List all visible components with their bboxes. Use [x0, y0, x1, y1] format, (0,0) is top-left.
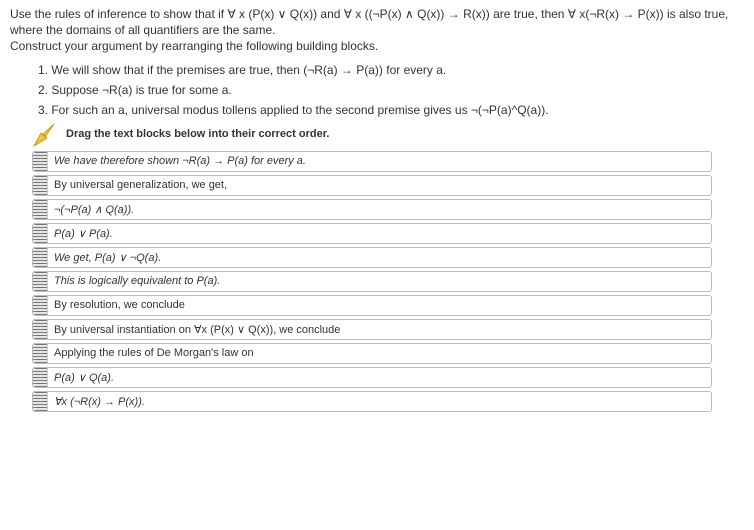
draggable-block[interactable]: ∀x (¬R(x) → P(x)).: [32, 391, 712, 412]
drag-arrow-icon: [32, 123, 60, 147]
draggable-block[interactable]: P(a) ∨ Q(a).: [32, 367, 712, 388]
draggable-block[interactable]: We get, P(a) ∨ ¬Q(a).: [32, 247, 712, 268]
drag-grip-icon[interactable]: [33, 248, 48, 267]
drag-grip-icon[interactable]: [33, 296, 48, 315]
drag-area: Drag the text blocks below into their co…: [32, 123, 712, 412]
block-text: ∀x (¬R(x) → P(x)).: [48, 392, 711, 411]
drag-grip-icon[interactable]: [33, 176, 48, 195]
intro-line-2: Construct your argument by rearranging t…: [10, 39, 378, 53]
drag-grip-icon[interactable]: [33, 320, 48, 339]
drag-grip-icon[interactable]: [33, 344, 48, 363]
drag-header: Drag the text blocks below into their co…: [32, 123, 712, 147]
drag-grip-icon[interactable]: [33, 224, 48, 243]
block-text: We have therefore shown ¬R(a) → P(a) for…: [48, 152, 711, 171]
block-text: By universal instantiation on ∀x (P(x) ∨…: [48, 320, 711, 339]
draggable-block[interactable]: Applying the rules of De Morgan's law on: [32, 343, 712, 364]
drag-grip-icon[interactable]: [33, 368, 48, 387]
block-text: This is logically equivalent to P(a).: [48, 272, 711, 291]
draggable-block[interactable]: By universal instantiation on ∀x (P(x) ∨…: [32, 319, 712, 340]
draggable-block[interactable]: P(a) ∨ P(a).: [32, 223, 712, 244]
given-step-2: 2. Suppose ¬R(a) is true for some a.: [38, 83, 744, 97]
block-text: By resolution, we conclude: [48, 296, 711, 315]
given-step-3: 3. For such an a, universal modus tollen…: [38, 103, 744, 117]
draggable-block[interactable]: By resolution, we conclude: [32, 295, 712, 316]
block-text: P(a) ∨ P(a).: [48, 224, 711, 243]
draggable-block[interactable]: By universal generalization, we get,: [32, 175, 712, 196]
given-step-1: 1. We will show that if the premises are…: [38, 63, 744, 77]
draggable-block[interactable]: ¬(¬P(a) ∧ Q(a)).: [32, 199, 712, 220]
intro-line-1: Use the rules of inference to show that …: [10, 7, 728, 37]
block-text: P(a) ∨ Q(a).: [48, 368, 711, 387]
given-steps: 1. We will show that if the premises are…: [10, 63, 744, 117]
drag-grip-icon[interactable]: [33, 392, 48, 411]
block-text: We get, P(a) ∨ ¬Q(a).: [48, 248, 711, 267]
problem-statement: Use the rules of inference to show that …: [10, 6, 744, 55]
drag-grip-icon[interactable]: [33, 200, 48, 219]
drag-instruction: Drag the text blocks below into their co…: [66, 128, 329, 142]
drag-grip-icon[interactable]: [33, 152, 48, 171]
block-text: By universal generalization, we get,: [48, 176, 711, 195]
draggable-block[interactable]: This is logically equivalent to P(a).: [32, 271, 712, 292]
drag-grip-icon[interactable]: [33, 272, 48, 291]
draggable-block[interactable]: We have therefore shown ¬R(a) → P(a) for…: [32, 151, 712, 172]
block-text: Applying the rules of De Morgan's law on: [48, 344, 711, 363]
block-text: ¬(¬P(a) ∧ Q(a)).: [48, 200, 711, 219]
